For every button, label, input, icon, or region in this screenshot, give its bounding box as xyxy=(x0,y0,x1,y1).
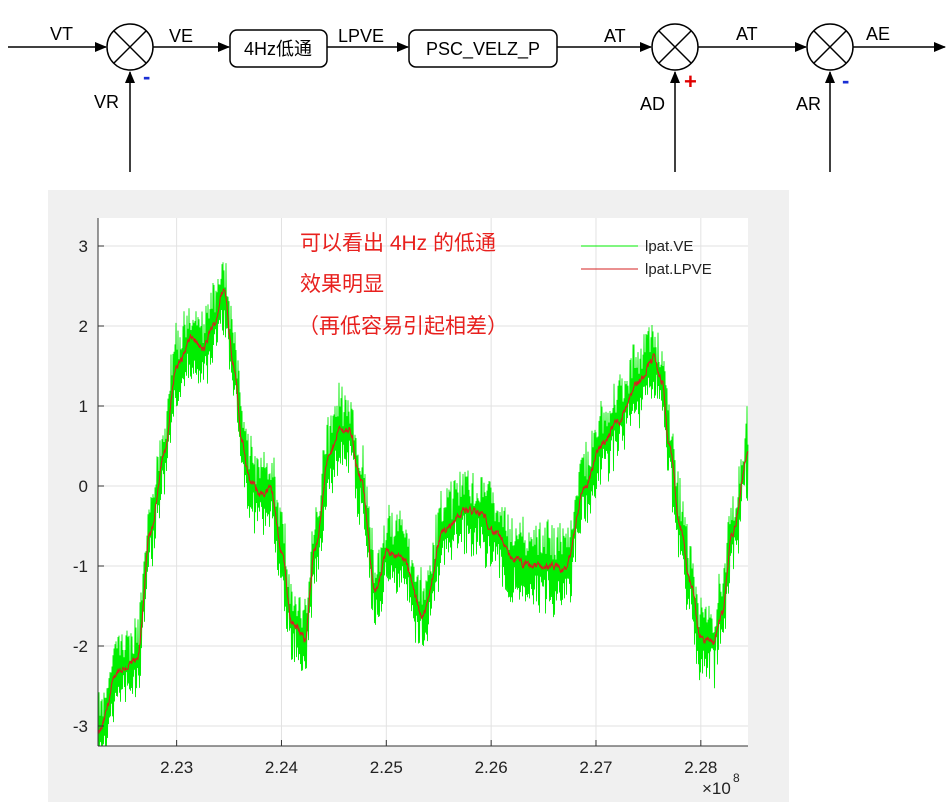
minus-sign-3: - xyxy=(842,68,849,93)
at-label-2: AT xyxy=(736,24,758,44)
sum-junction-2 xyxy=(651,23,699,71)
ve-label: VE xyxy=(169,26,193,46)
y-tick-label: -3 xyxy=(73,717,88,736)
plus-sign: + xyxy=(684,69,697,94)
annotation-line-2: 效果明显 xyxy=(300,273,384,296)
x-tick-label: 2.25 xyxy=(370,758,403,777)
lowpass-block-label: 4Hz低通 xyxy=(244,39,312,59)
psc-velz-block-label: PSC_VELZ_P xyxy=(426,39,540,60)
legend-label-ve: lpat.VE xyxy=(645,238,693,255)
x-tick-label: 2.24 xyxy=(265,758,298,777)
y-tick-label: 0 xyxy=(79,477,88,496)
lpve-label: LPVE xyxy=(338,26,384,46)
annotation-line-1: 可以看出 4Hz 的低通 xyxy=(300,232,496,255)
legend: lpat.VE lpat.LPVE xyxy=(581,238,712,278)
plot-panel: 2.23 2.24 2.25 2.26 2.27 2.28 3 2 1 0 -1 -2 -3 可以看出 … xyxy=(48,190,789,802)
lowpass-block: 4Hz低通 xyxy=(229,29,328,68)
ad-label: AD xyxy=(640,94,665,114)
at-label-1: AT xyxy=(604,26,626,46)
y-tick-label: 3 xyxy=(79,237,88,256)
ae-label: AE xyxy=(866,24,890,44)
series-line-lpat-ve xyxy=(97,262,749,747)
x-tick-label: 2.26 xyxy=(475,758,508,777)
x-tick-label: 2.23 xyxy=(160,758,193,777)
ar-label: AR xyxy=(796,94,821,114)
vt-label: VT xyxy=(50,24,73,44)
y-tick-label: -2 xyxy=(73,637,88,656)
control-block-diagram: VT VR - VE 4Hz低通 LPVE PSC_VELZ_P AT AD +… xyxy=(8,23,946,172)
series-layer xyxy=(97,262,749,747)
legend-label-lpve: lpat.LPVE xyxy=(645,261,712,278)
y-tick-label: -1 xyxy=(73,557,88,576)
minus-sign-1: - xyxy=(143,64,150,89)
x-exponent-label: ×10 xyxy=(702,779,731,798)
series-line-lpat-lpve xyxy=(97,288,749,734)
axes-layer: 2.23 2.24 2.25 2.26 2.27 2.28 3 2 1 0 -1 -2 -3 xyxy=(73,218,748,777)
vr-label: VR xyxy=(94,92,119,112)
x-exponent-power: 8 xyxy=(733,771,740,785)
psc-velz-block: PSC_VELZ_P xyxy=(408,29,558,68)
y-tick-label: 1 xyxy=(79,397,88,416)
plot-area xyxy=(98,218,748,746)
x-tick-label: 2.28 xyxy=(684,758,717,777)
line-chart: 2.23 2.24 2.25 2.26 2.27 2.28 3 2 1 0 -1 -2 -3 可以看出 … xyxy=(73,218,749,798)
annotation-line-3: （再低容易引起相差） xyxy=(298,315,508,338)
chart-annotation: 可以看出 4Hz 的低通 效果明显 （再低容易引起相差） xyxy=(298,232,508,338)
sum-junction-3 xyxy=(806,23,854,71)
y-tick-label: 2 xyxy=(79,317,88,336)
x-tick-label: 2.27 xyxy=(579,758,612,777)
